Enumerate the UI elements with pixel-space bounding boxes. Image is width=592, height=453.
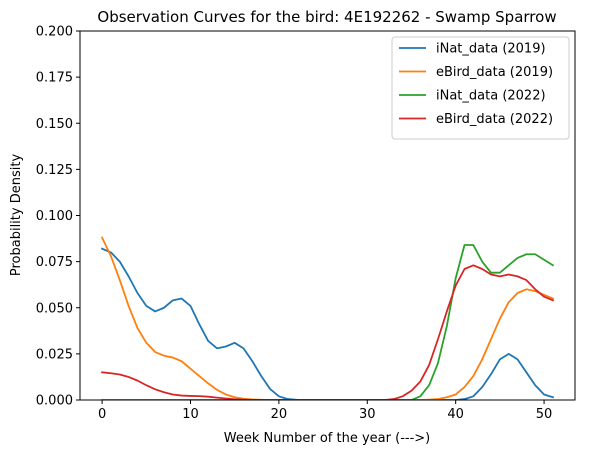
- y-tick-label: 0.050: [36, 301, 73, 316]
- legend-label-2: iNat_data (2022): [436, 89, 546, 104]
- x-axis: 0 10 20 30 40 50: [98, 400, 552, 422]
- x-tick-label: 0: [98, 407, 106, 422]
- y-tick-label: 0.025: [36, 347, 73, 362]
- y-tick-label: 0.150: [36, 117, 73, 132]
- series-line-2: [101, 244, 555, 400]
- chart-title: Observation Curves for the bird: 4E19226…: [97, 8, 556, 26]
- series-line-3: [101, 264, 555, 400]
- x-tick-label: 30: [359, 407, 376, 422]
- y-axis: 0.000 0.025 0.050 0.075 0.100 0.125 0.150 0.175…: [36, 25, 80, 409]
- series-line-0: [100, 247, 555, 400]
- x-tick-label: 50: [536, 407, 553, 422]
- legend-label-3: eBird_data (2022): [436, 112, 553, 127]
- y-tick-label: 0.200: [36, 25, 73, 40]
- y-tick-label: 0.125: [36, 163, 73, 178]
- x-tick-label: 20: [271, 407, 288, 422]
- series-line-1: [100, 236, 555, 400]
- legend: iNat_data (2019) eBird_data (2019) iNat_da…: [391, 36, 570, 140]
- y-axis-title: Probability Density: [9, 154, 24, 277]
- legend-box: [391, 36, 570, 140]
- legend-label-0: iNat_data (2019): [436, 42, 546, 57]
- x-axis-title: Week Number of the year (--->): [224, 431, 430, 446]
- legend-label-1: eBird_data (2019): [436, 65, 553, 80]
- y-tick-label: 0.000: [36, 394, 73, 409]
- y-tick-label: 0.075: [36, 255, 73, 270]
- series-lines: [100, 236, 555, 400]
- x-tick-label: 40: [447, 407, 464, 422]
- y-tick-label: 0.100: [36, 209, 73, 224]
- x-tick-label: 10: [182, 407, 199, 422]
- y-tick-label: 0.175: [36, 71, 73, 86]
